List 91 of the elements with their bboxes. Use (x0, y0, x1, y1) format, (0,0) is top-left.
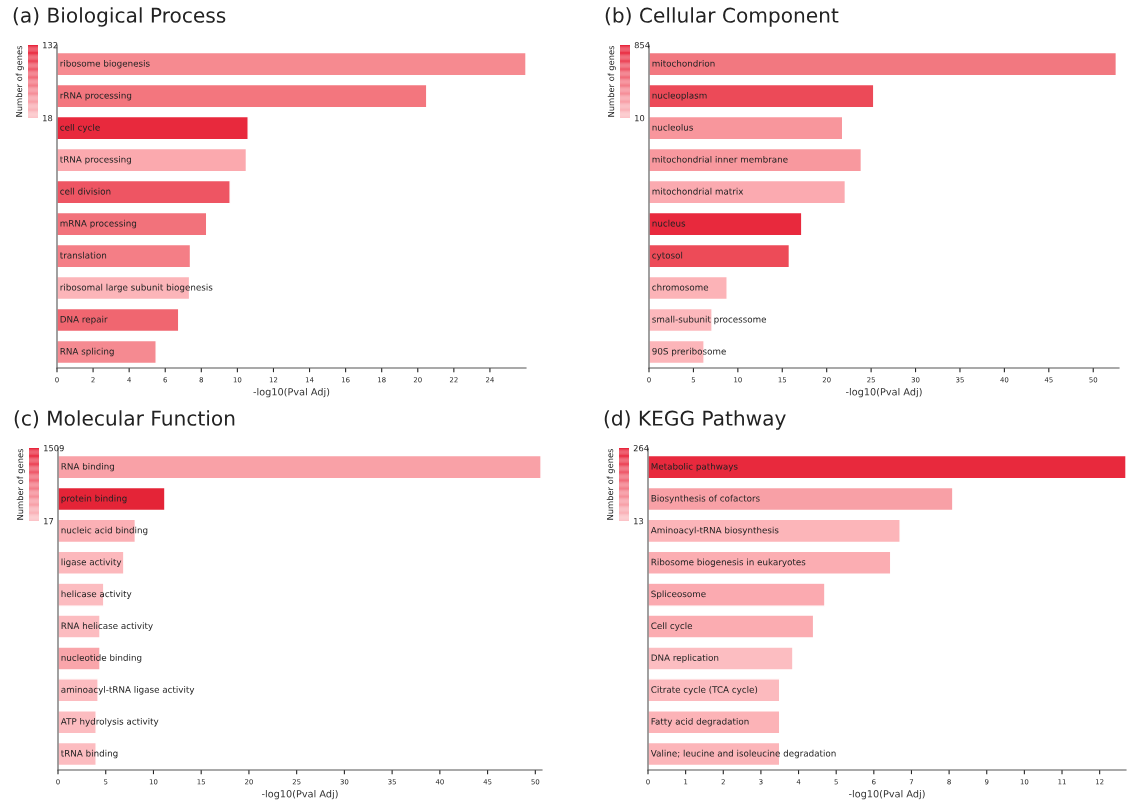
category-label: cell division (60, 187, 111, 195)
category-label: cytosol (652, 251, 683, 261)
category-label: tRNA processing (60, 155, 131, 165)
color-bar-label: 17 (44, 518, 54, 525)
bar (57, 211, 208, 237)
category-label: DNA repair (60, 315, 108, 325)
chart-title: (b) Cellular Component (605, 7, 839, 27)
bar (57, 243, 192, 269)
category-label: small-subunit processome (652, 315, 767, 325)
category-label: Citrate cycle (TCA cycle) (651, 686, 758, 695)
color-bar-label: 1509 (44, 444, 64, 452)
color-bar-title: Number of genes (16, 448, 25, 520)
chart-title: (c) Molecular Function (14, 410, 235, 429)
category-label: ligase activity (61, 558, 122, 568)
bar (649, 307, 713, 333)
category-label: RNA helicase activity (61, 622, 153, 631)
category-label: mitochondrion (652, 59, 715, 67)
bar (57, 339, 157, 365)
category-label: translation (60, 251, 107, 259)
category-label: DNA replication (651, 654, 719, 663)
category-label: nucleoplasm (652, 91, 707, 101)
category-label: rRNA processing (60, 91, 132, 101)
category-label: protein binding (61, 494, 127, 504)
category-label: mitochondrial matrix (652, 187, 744, 195)
category-label: aminoacyl-tRNA ligase activity (61, 686, 195, 695)
category-label: Valine; leucine and isoleucine degradation (650, 749, 836, 759)
category-label: nucleotide binding (61, 654, 142, 663)
color-bar-label: 13 (634, 517, 644, 525)
category-label: RNA binding (61, 462, 114, 472)
color-bar-label: 264 (633, 444, 649, 452)
category-label: Ribosome biogenesis in eukaryotes (651, 558, 806, 568)
bar (648, 518, 901, 544)
category-label: Aminoacyl-tRNA biosynthesis (650, 526, 779, 536)
category-label: tRNA binding (61, 749, 118, 759)
category-label: 90S preribosome (652, 347, 726, 357)
bar (648, 550, 892, 575)
bar (649, 211, 803, 237)
color-bar-title: Number of genes (606, 448, 615, 520)
category-label: Biosynthesis of cofactors (651, 494, 760, 504)
bar (58, 454, 542, 480)
bar (648, 741, 781, 767)
category-label: helicase activity (61, 590, 132, 599)
category-label: mRNA processing (60, 219, 137, 229)
category-label: Spliceosome (651, 590, 706, 599)
bar (648, 454, 1126, 480)
x-axis-title: -log10(Pval Adj) (848, 789, 925, 800)
x-axis-title: -log10(Pval Adj) (253, 387, 330, 398)
bar (57, 115, 249, 141)
category-label: RNA splicing (60, 347, 114, 357)
bar (58, 550, 125, 575)
bar (648, 614, 815, 639)
color-bar-label: 132 (43, 41, 58, 49)
bar (648, 582, 826, 607)
bar (648, 710, 781, 735)
bar (58, 486, 166, 512)
chart-title: (a) Biological Process (13, 7, 226, 27)
bar (649, 243, 791, 269)
category-label: Fatty acid degradation (651, 717, 749, 727)
category-label: mitochondrial inner membrane (652, 155, 788, 163)
color-bar-label: 854 (634, 41, 650, 49)
x-axis-title: -log10(Pval Adj) (845, 387, 922, 398)
bar (648, 646, 794, 671)
category-label: ribosome biogenesis (60, 59, 150, 69)
color-bar-label: 18 (43, 114, 53, 122)
bar (57, 83, 428, 109)
bar (648, 486, 954, 512)
color-bar-title: Number of genes (607, 45, 616, 117)
bar (57, 307, 180, 333)
bar (649, 83, 875, 109)
category-label: nucleus (652, 219, 686, 227)
category-label: nucleic acid binding (61, 526, 148, 536)
bar (649, 179, 847, 205)
category-label: ATP hydrolysis activity (60, 717, 159, 727)
bar (57, 179, 231, 205)
bar (649, 147, 863, 173)
category-label: nucleolus (652, 123, 693, 131)
category-label: cell cycle (60, 123, 100, 133)
category-label: chromosome (652, 283, 709, 291)
bar (57, 51, 526, 77)
color-bar-title: Number of genes (15, 45, 24, 117)
bar (649, 115, 844, 141)
x-axis-title: -log10(Pval Adj) (261, 789, 338, 800)
bar (649, 51, 1118, 77)
bar (648, 678, 781, 703)
chart-title: (d) KEGG Pathway (604, 410, 786, 430)
category-label: Metabolic pathways (651, 462, 738, 472)
category-label: ribosomal large subunit biogenesis (60, 283, 213, 293)
color-bar-label: 10 (635, 114, 645, 122)
bar (57, 147, 248, 173)
category-label: Cell cycle (651, 622, 693, 631)
bar (649, 275, 728, 301)
